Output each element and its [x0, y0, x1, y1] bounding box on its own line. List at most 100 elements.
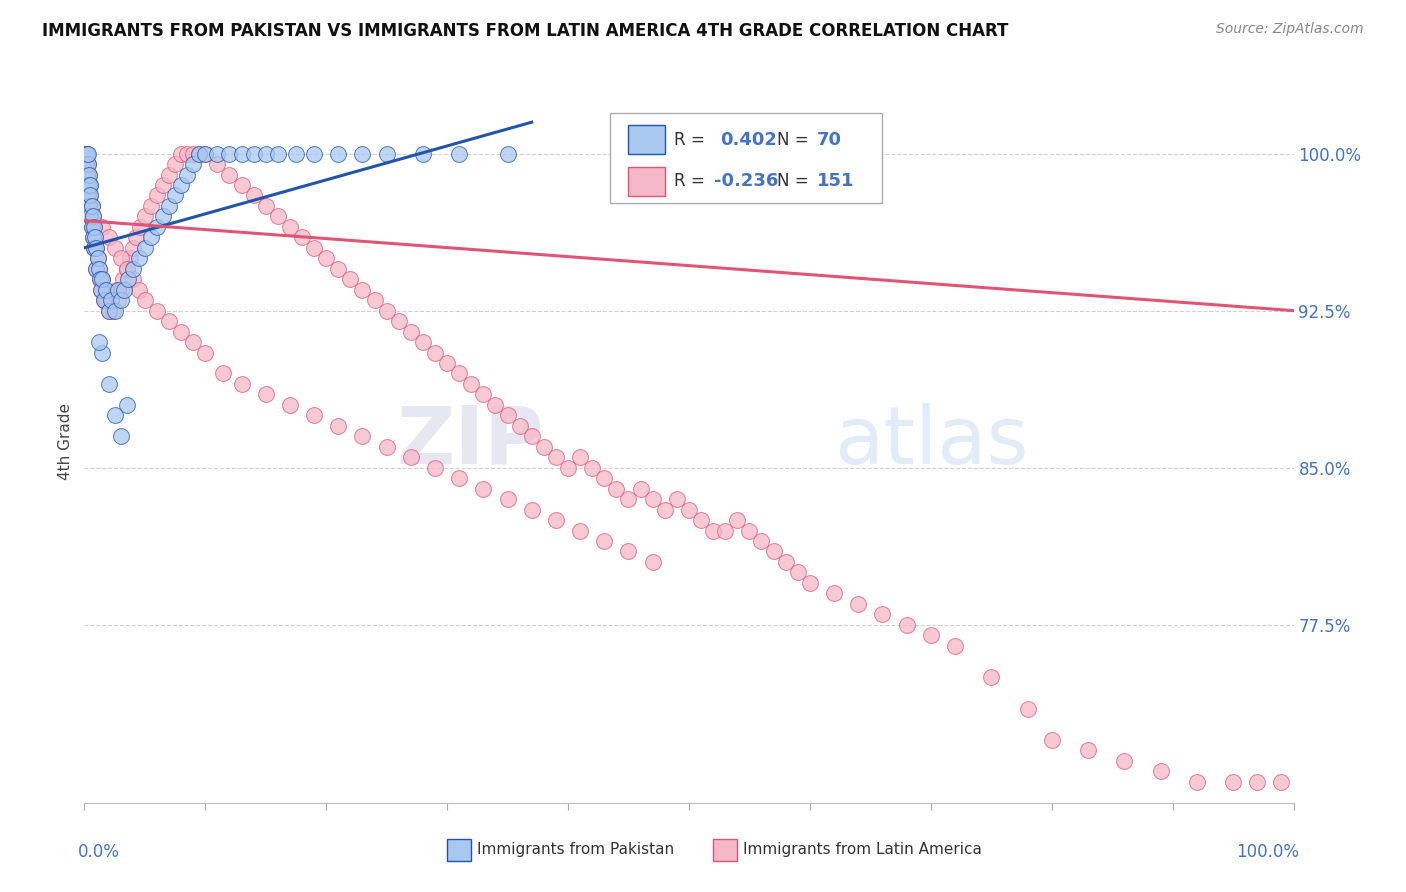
Point [328, 146, 350, 161]
Point [460, 376, 482, 391]
Point [254, 199, 277, 213]
Point [436, 356, 458, 370]
Point [110, 283, 132, 297]
Point [302, 146, 325, 161]
Point [104, 409, 127, 423]
Point [1246, 775, 1268, 789]
Point [77, 178, 100, 192]
Point [75, 157, 97, 171]
Text: Immigrants from Latin America: Immigrants from Latin America [744, 842, 983, 857]
Point [181, 334, 204, 349]
Point [176, 168, 198, 182]
Point [654, 502, 676, 516]
Point [77, 168, 100, 182]
Text: 70: 70 [817, 130, 842, 149]
Point [449, 471, 471, 485]
Point [212, 367, 235, 381]
Point [93, 293, 115, 308]
Point [267, 146, 290, 161]
Point [97, 303, 120, 318]
Point [84, 230, 107, 244]
Point [75, 146, 97, 161]
Point [641, 492, 664, 507]
Point [678, 502, 700, 516]
Point [725, 513, 748, 527]
Point [352, 429, 374, 443]
Point [799, 575, 821, 590]
Point [115, 261, 138, 276]
Point [352, 283, 374, 297]
Point [170, 325, 193, 339]
Point [896, 617, 918, 632]
Point [823, 586, 845, 600]
Point [617, 492, 640, 507]
Point [544, 513, 567, 527]
Point [79, 188, 101, 202]
Point [77, 188, 100, 202]
Point [77, 146, 100, 161]
Point [104, 303, 127, 318]
Point [157, 199, 180, 213]
Point [762, 544, 785, 558]
Point [218, 146, 240, 161]
Point [751, 534, 773, 549]
Point [375, 440, 398, 454]
Point [472, 387, 495, 401]
Point [79, 178, 101, 192]
Point [520, 502, 543, 516]
Point [423, 460, 446, 475]
Point [87, 334, 110, 349]
Point [80, 199, 103, 213]
Point [375, 146, 398, 161]
Point [82, 210, 104, 224]
Point [496, 492, 519, 507]
Point [84, 230, 107, 244]
Point [97, 230, 120, 244]
Point [146, 219, 169, 234]
Point [775, 555, 797, 569]
Point [188, 146, 211, 161]
Point [80, 219, 103, 234]
Point [375, 303, 398, 318]
Point [80, 199, 103, 213]
Point [170, 146, 193, 161]
Point [129, 219, 152, 234]
Point [103, 303, 125, 318]
Text: Immigrants from Pakistan: Immigrants from Pakistan [478, 842, 675, 857]
Point [412, 334, 434, 349]
Point [302, 409, 325, 423]
Point [83, 241, 105, 255]
Point [86, 241, 108, 255]
Point [152, 178, 174, 192]
Point [702, 524, 724, 538]
Point [107, 293, 129, 308]
Point [75, 157, 97, 171]
Point [86, 241, 108, 255]
Point [231, 178, 253, 192]
Point [388, 314, 411, 328]
Point [77, 199, 100, 213]
Point [94, 283, 117, 297]
Point [593, 534, 616, 549]
Point [690, 513, 713, 527]
Point [207, 146, 229, 161]
Point [97, 376, 120, 391]
Point [738, 524, 761, 538]
Text: IMMIGRANTS FROM PAKISTAN VS IMMIGRANTS FROM LATIN AMERICA 4TH GRADE CORRELATION : IMMIGRANTS FROM PAKISTAN VS IMMIGRANTS F… [42, 22, 1008, 40]
Point [352, 146, 374, 161]
Point [134, 293, 156, 308]
Point [544, 450, 567, 465]
Point [1017, 701, 1039, 715]
Point [86, 252, 108, 266]
Point [128, 252, 150, 266]
Point [86, 252, 108, 266]
Point [496, 146, 519, 161]
Point [328, 418, 350, 433]
Point [104, 283, 127, 297]
Point [569, 524, 592, 538]
Point [846, 597, 869, 611]
Point [194, 345, 217, 359]
Point [194, 146, 217, 161]
Y-axis label: 4th Grade: 4th Grade [58, 403, 73, 480]
Point [1185, 775, 1208, 789]
